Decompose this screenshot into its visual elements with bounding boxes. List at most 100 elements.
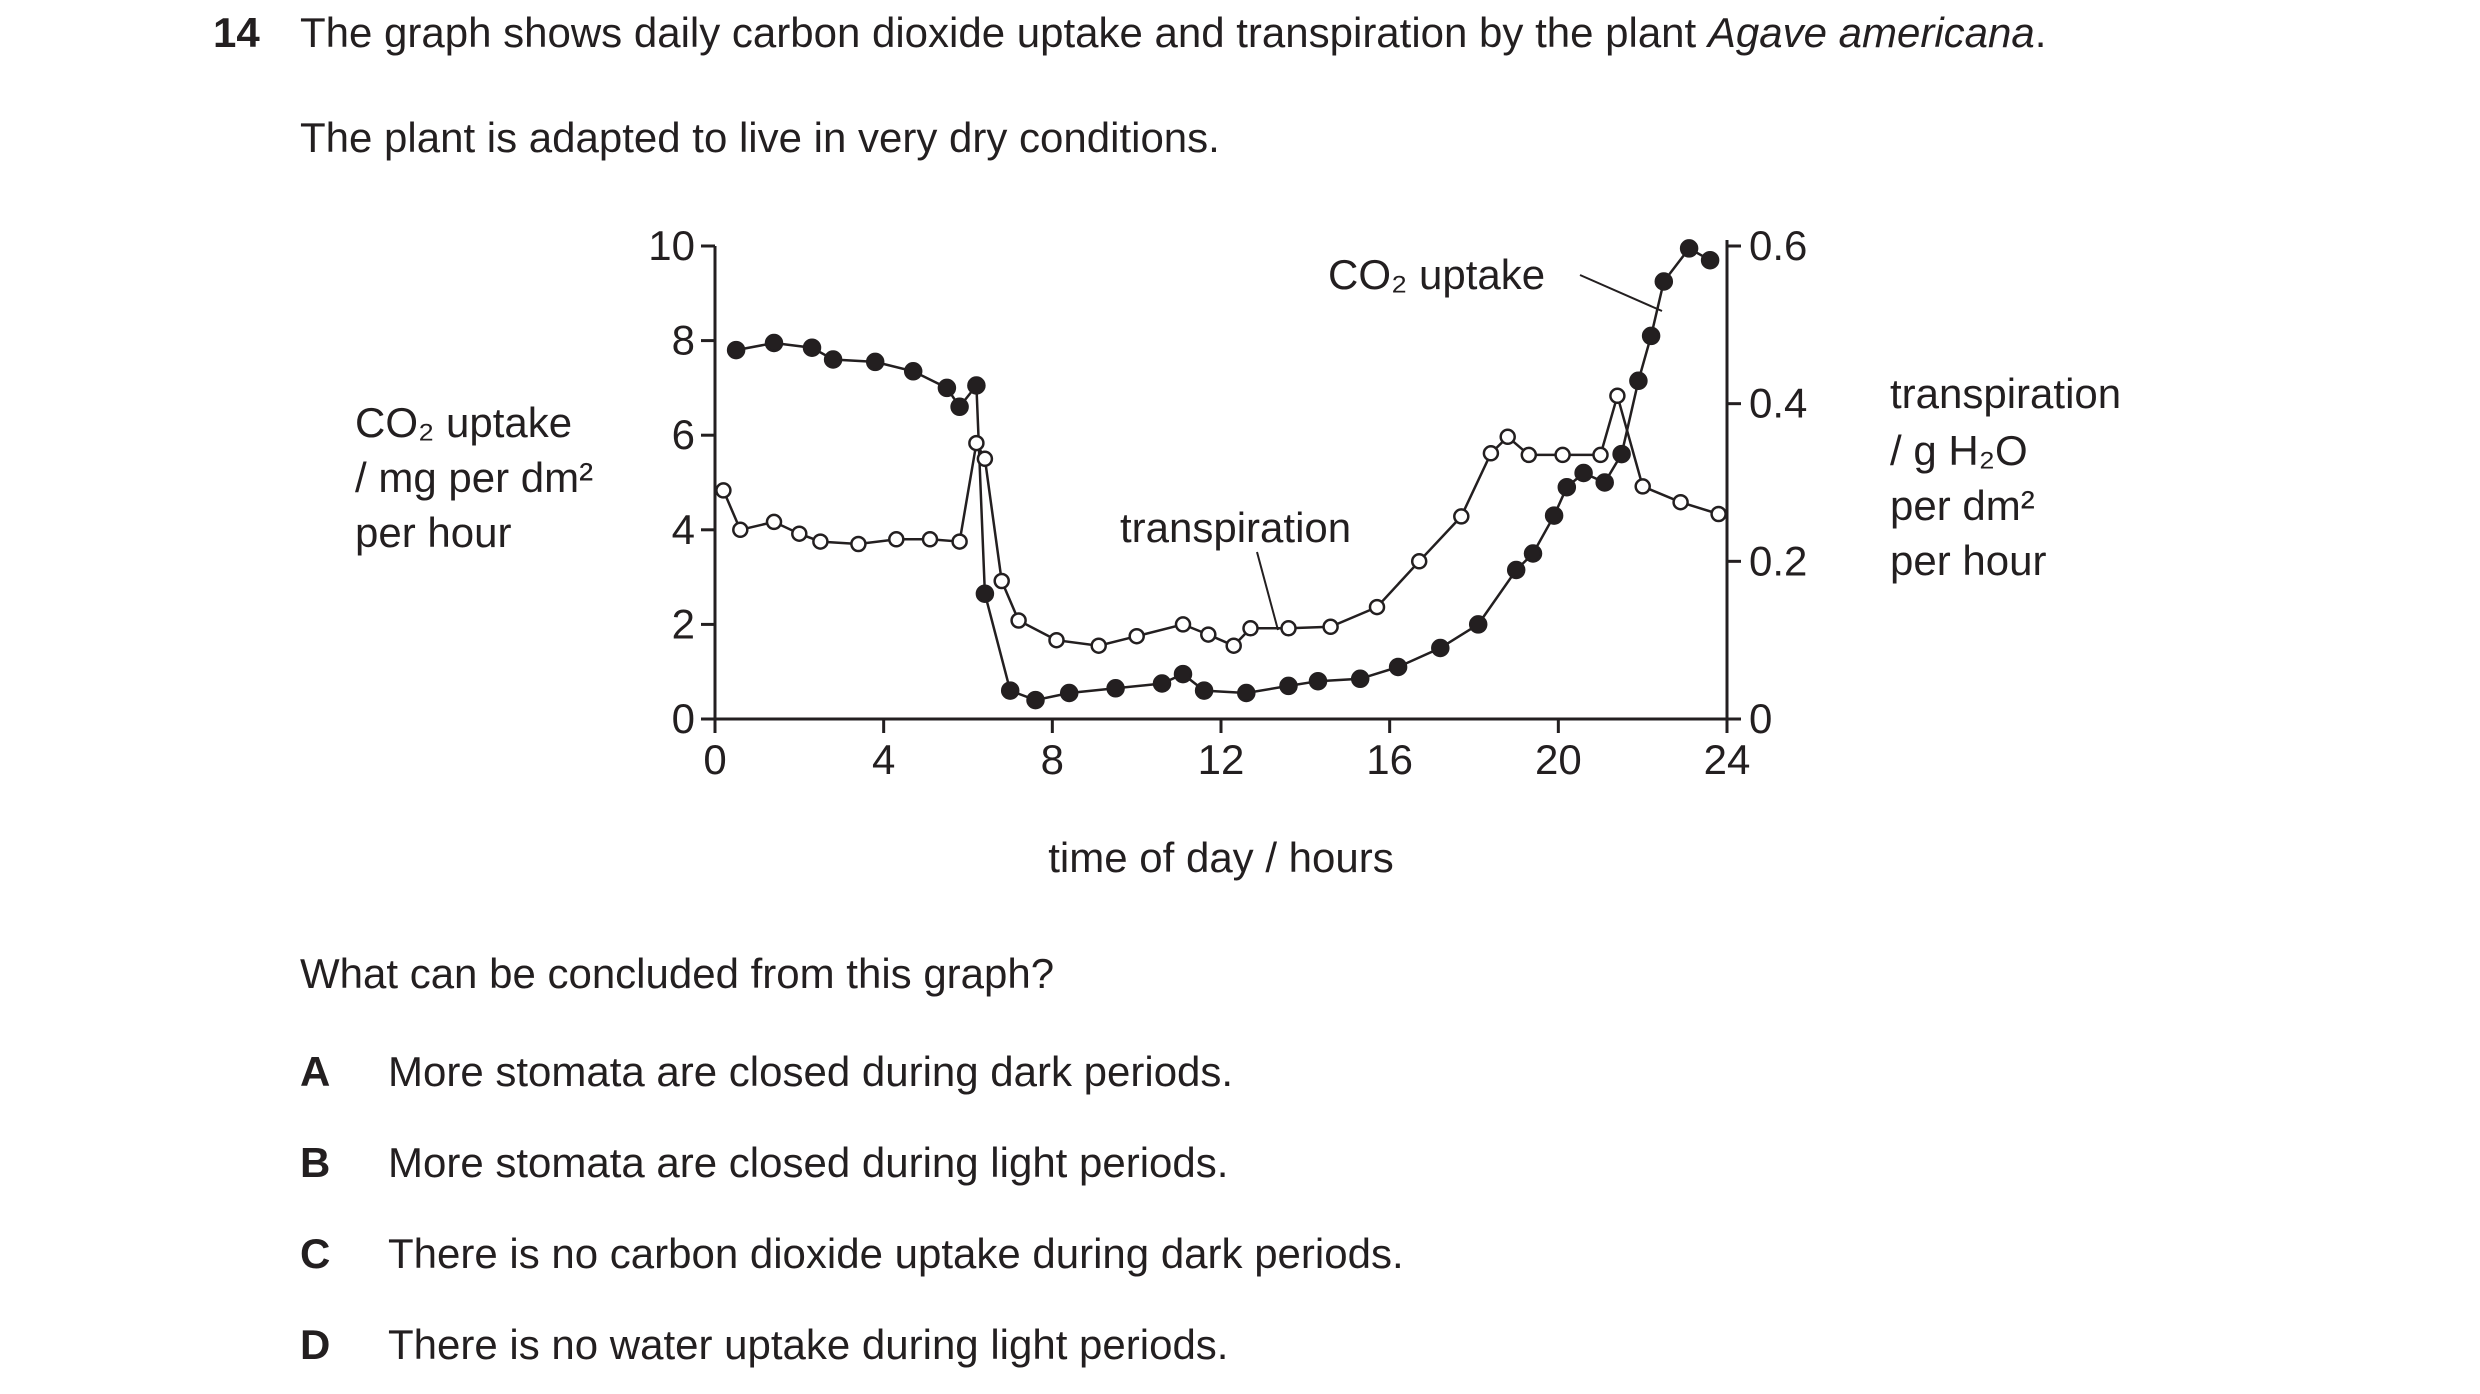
transpiration-point (1482, 445, 1500, 462)
question-prompt: What can be concluded from this graph? (300, 950, 1055, 997)
transpiration-point (1634, 478, 1651, 495)
transpiration-point (968, 434, 985, 452)
transpiration-point (812, 533, 829, 550)
question-stem-text: The graph shows daily carbon dioxide upt… (300, 9, 1708, 56)
co2-uptake-point (1388, 657, 1408, 677)
y-right-tick-label: 0.2 (1749, 537, 1807, 584)
y-left-tick-label: 4 (672, 506, 695, 553)
transpiration-point (1322, 618, 1339, 636)
species-name: Agave americana (1707, 9, 2035, 56)
co2-uptake-series-line (735, 246, 1711, 702)
co2-uptake-point (1237, 683, 1256, 703)
transpiration-point (1280, 620, 1297, 637)
question-stem: The graph shows daily carbon dioxide upt… (300, 12, 2046, 54)
x-tick-label: 8 (1041, 736, 1064, 783)
option-c-letter: C (300, 1230, 331, 1277)
option-d-text: There is no water uptake during light pe… (388, 1321, 1229, 1368)
transpiration-point (1554, 446, 1571, 464)
co2-uptake-point (1026, 690, 1045, 710)
transpiration-point (1090, 637, 1107, 654)
transpiration-point (1010, 612, 1027, 629)
co2-uptake-point (1629, 371, 1648, 391)
transpiration-point (1368, 598, 1386, 616)
y-left-tick-label: 10 (648, 222, 695, 269)
transpiration-point (1242, 620, 1259, 637)
co2-uptake-point (1574, 463, 1593, 483)
co2-uptake-point (1700, 250, 1720, 270)
co2-uptake-point (865, 352, 885, 372)
y-left-label-line-1: CO₂ uptake (355, 399, 572, 446)
co2-uptake-point (1106, 679, 1125, 698)
transpiration-point (1128, 627, 1145, 645)
transpiration-point (976, 450, 994, 468)
y-right-tick-label: 0.4 (1749, 380, 1807, 427)
transpiration-point (732, 521, 749, 539)
y-right-label-line-1: transpiration (1890, 370, 2121, 417)
transpiration-point (1048, 631, 1065, 649)
x-tick-label: 24 (1704, 736, 1751, 783)
y-left-label-line-3: per hour (355, 509, 511, 556)
transpiration-leader-line (1256, 551, 1279, 631)
co2-uptake-point (1173, 664, 1193, 684)
co2-uptake-point (1431, 638, 1450, 658)
co2-uptake-point (967, 376, 986, 395)
x-tick-label: 0 (703, 736, 726, 783)
y-left-tick-label: 0 (672, 695, 695, 742)
question-number: 14 (213, 9, 260, 56)
y-left-tick-label: 6 (672, 411, 695, 458)
x-axis-label: time of day / hours (1048, 834, 1394, 881)
co2-uptake-point (1557, 477, 1577, 497)
co2-uptake-point (1641, 326, 1661, 346)
co2-uptake-point (1679, 239, 1699, 258)
co2-uptake-point (1152, 674, 1172, 693)
transpiration-annotation: transpiration (1120, 504, 1351, 551)
transpiration-point (993, 572, 1010, 590)
question-stem-end: . (2034, 9, 2047, 56)
transpiration-point (850, 535, 867, 553)
y-left-tick-label: 2 (672, 600, 695, 647)
y-right-label: transpiration / g H₂O per dm² per hour (1890, 370, 2133, 584)
co2-uptake-point (1595, 473, 1614, 492)
y-right-tick-label: 0 (1749, 695, 1772, 742)
option-b-text: More stomata are closed during light per… (388, 1139, 1229, 1186)
option-a-letter: A (300, 1048, 331, 1095)
co2-uptake-point (1654, 272, 1674, 291)
option-c-text: There is no carbon dioxide uptake during… (388, 1230, 1404, 1277)
co2-uptake-point (937, 378, 957, 398)
co2-uptake-point (950, 397, 969, 417)
transpiration-point (1520, 446, 1538, 464)
x-tick-label: 20 (1535, 736, 1582, 783)
x-tick-label: 12 (1198, 736, 1245, 783)
transpiration-point (1609, 387, 1626, 405)
option-b-letter: B (300, 1139, 331, 1186)
co2-uptake-point (1468, 615, 1488, 634)
option-d-letter: D (300, 1321, 331, 1368)
question-context: The plant is adapted to live in very dry… (300, 114, 1220, 161)
co2-uptake-point (1308, 671, 1328, 691)
transpiration-point (1225, 637, 1242, 654)
y-left-label: CO₂ uptake / mg per dm² per hour (355, 399, 605, 556)
y-right-label-line-4: per hour (1890, 537, 2046, 584)
x-tick-label: 4 (872, 736, 895, 783)
co2-uptake-point (1059, 683, 1079, 703)
transpiration-series-line (722, 391, 1719, 648)
co2-uptake-point (1279, 676, 1298, 696)
co2-uptake-point (802, 338, 822, 357)
y-right-label-line-2: / g H₂O (1890, 427, 2028, 474)
transpiration-point (1672, 493, 1689, 511)
co2-uptake-leader-line (1579, 274, 1663, 312)
y-right-label-line-3: per dm² (1890, 482, 2035, 529)
co2-uptake-point (1194, 681, 1214, 700)
co2-uptake-point (903, 362, 923, 381)
transpiration-point (715, 482, 732, 499)
co2-uptake-point (1612, 444, 1631, 464)
transpiration-point (765, 513, 783, 531)
co2-uptake-point (1000, 681, 1020, 700)
y-left-label-line-2: / mg per dm² (355, 454, 593, 501)
transpiration-point (1200, 626, 1217, 643)
x-tick-label: 16 (1366, 736, 1413, 783)
co2-uptake-point (1350, 669, 1370, 689)
transpiration-point (1410, 553, 1428, 570)
co2-uptake-point (1506, 560, 1526, 580)
